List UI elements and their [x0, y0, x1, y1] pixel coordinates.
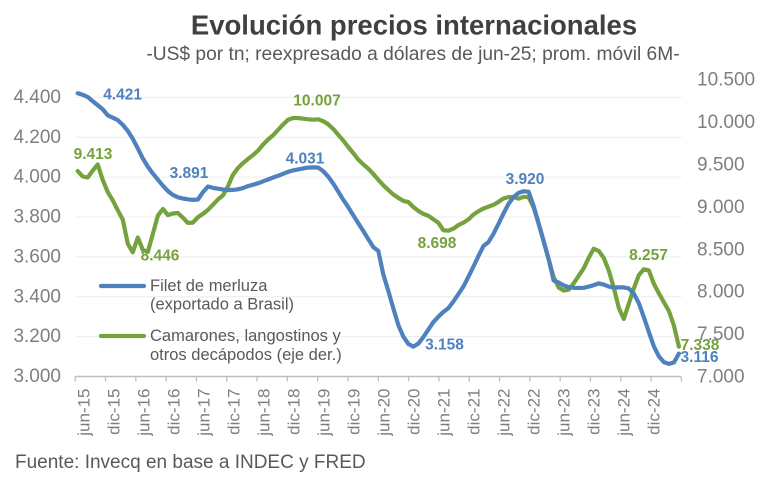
svg-text:dic-21: dic-21 — [464, 389, 483, 435]
svg-text:jun-15: jun-15 — [74, 389, 93, 437]
svg-text:10.000: 10.000 — [697, 112, 755, 133]
svg-text:jun-23: jun-23 — [554, 389, 573, 437]
svg-text:-US$ por tn; reexpresado a dól: -US$ por tn; reexpresado a dólares de ju… — [146, 44, 679, 65]
svg-text:(exportado a Brasil): (exportado a Brasil) — [150, 296, 294, 314]
svg-text:7.338: 7.338 — [681, 337, 720, 354]
svg-text:8.446: 8.446 — [141, 248, 180, 265]
svg-text:10.500: 10.500 — [697, 70, 755, 91]
svg-text:3.200: 3.200 — [13, 326, 61, 347]
svg-text:8.698: 8.698 — [418, 235, 457, 252]
svg-text:3.400: 3.400 — [13, 286, 61, 307]
svg-text:9.000: 9.000 — [697, 197, 745, 218]
svg-text:3.116: 3.116 — [681, 349, 719, 366]
svg-text:otros decápodos (eje der.): otros decápodos (eje der.) — [150, 346, 342, 364]
svg-text:jun-24: jun-24 — [614, 389, 633, 437]
svg-text:jun-20: jun-20 — [374, 389, 393, 437]
svg-text:jun-16: jun-16 — [134, 389, 153, 437]
svg-text:jun-17: jun-17 — [194, 389, 213, 437]
svg-text:jun-21: jun-21 — [434, 389, 453, 437]
svg-text:dic-22: dic-22 — [524, 389, 543, 435]
svg-text:7.000: 7.000 — [697, 367, 745, 388]
svg-text:jun-19: jun-19 — [314, 389, 333, 437]
svg-text:4.031: 4.031 — [286, 151, 325, 168]
svg-text:3.920: 3.920 — [506, 171, 545, 188]
svg-text:dic-24: dic-24 — [644, 389, 663, 435]
svg-text:3.000: 3.000 — [13, 366, 61, 387]
svg-text:dic-16: dic-16 — [164, 389, 183, 435]
svg-text:8.500: 8.500 — [697, 239, 745, 260]
svg-text:Evolución precios internaciona: Evolución precios internacionales — [191, 10, 637, 41]
svg-text:Fuente: Invecq en base a INDEC: Fuente: Invecq en base a INDEC y FRED — [15, 452, 366, 473]
svg-text:dic-23: dic-23 — [584, 389, 603, 435]
svg-text:dic-17: dic-17 — [224, 389, 243, 435]
svg-text:dic-20: dic-20 — [404, 389, 423, 435]
svg-text:3.800: 3.800 — [13, 207, 61, 228]
svg-text:Filet de merluza: Filet de merluza — [150, 277, 268, 295]
svg-text:Camarones, langostinos y: Camarones, langostinos y — [150, 327, 342, 345]
svg-text:3.158: 3.158 — [425, 337, 464, 354]
svg-text:7.500: 7.500 — [697, 324, 745, 345]
svg-text:dic-19: dic-19 — [344, 389, 363, 435]
svg-text:8.000: 8.000 — [697, 282, 745, 303]
svg-text:jun-22: jun-22 — [494, 389, 513, 437]
svg-text:4.400: 4.400 — [13, 87, 61, 108]
svg-text:4.000: 4.000 — [13, 167, 61, 188]
svg-text:9.500: 9.500 — [697, 155, 745, 176]
svg-text:4.200: 4.200 — [13, 127, 61, 148]
svg-text:dic-18: dic-18 — [284, 389, 303, 435]
svg-text:10.007: 10.007 — [293, 93, 340, 110]
svg-text:3.600: 3.600 — [13, 246, 61, 267]
svg-text:9.413: 9.413 — [74, 146, 113, 163]
svg-text:4.421: 4.421 — [103, 86, 142, 103]
svg-text:8.257: 8.257 — [629, 247, 668, 264]
svg-text:dic-15: dic-15 — [104, 389, 123, 435]
svg-text:3.891: 3.891 — [170, 165, 209, 182]
svg-text:jun-18: jun-18 — [254, 389, 273, 437]
